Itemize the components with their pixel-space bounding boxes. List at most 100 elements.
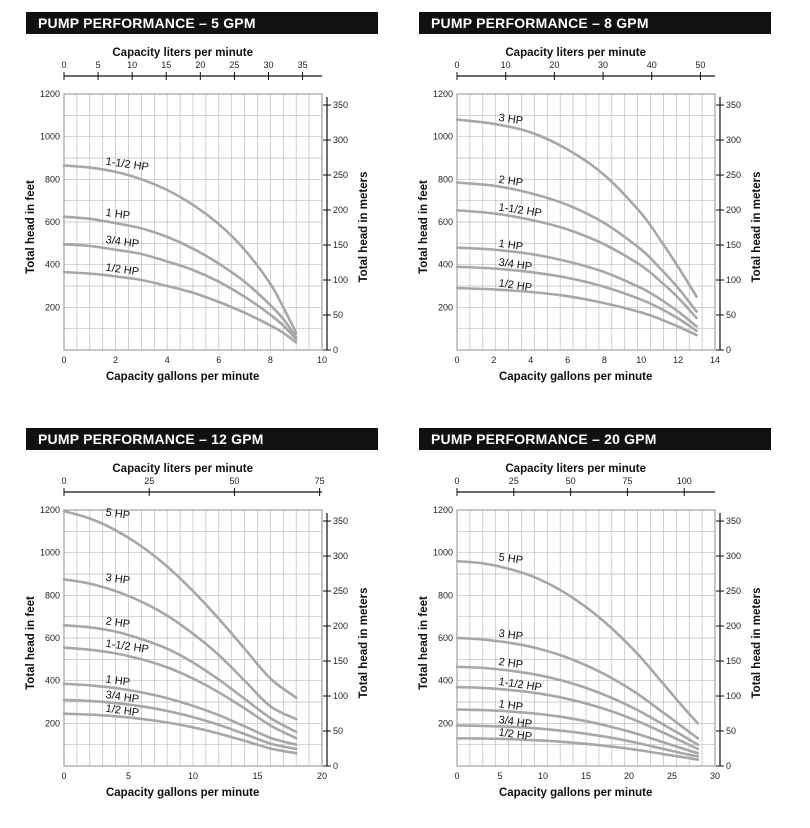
curve-3-hp [62,578,298,721]
x-tick-label: 10 [538,771,548,781]
right-tick-label: 100 [333,691,348,701]
curve-1-2-hp [62,270,298,344]
right-tick-label: 250 [726,170,741,180]
x-tick-label: 12 [673,355,683,365]
y-tick-label: 600 [45,633,60,643]
series-label: 1-1/2 HP [498,202,543,220]
x-tick-label: 0 [61,771,66,781]
curve-2-hp [62,623,298,734]
y-tick-label: 200 [45,718,60,728]
chart-panel-20gpm: PUMP PERFORMANCE – 20 GPM 0 25 50 75 100 Capa… [418,428,799,828]
right-tick-label: 300 [726,135,741,145]
top-tick-label: 75 [622,476,632,486]
x-tick-label: 30 [710,771,720,781]
series-label: 1/2 HP [105,703,140,720]
right-tick-label: 300 [726,551,741,561]
chart-title: PUMP PERFORMANCE – 12 GPM [26,428,378,450]
series-label: 1-1/2 HP [105,638,150,656]
y-tick-label: 200 [438,302,453,312]
y-tick-label: 800 [45,174,60,184]
y-tick-label: 200 [438,718,453,728]
chart-panel-8gpm: PUMP PERFORMANCE – 8 GPM 0 10 20 30 40 50 Capa… [418,12,799,412]
top-tick-label: 30 [263,60,273,70]
top-tick-label: 0 [454,60,459,70]
plot-frame [63,93,323,351]
series-label: 3 HP [105,572,131,587]
right-tick-label: 200 [333,621,348,631]
right-tick-label: 0 [726,761,731,771]
series-label: 3 HP [498,112,524,127]
y-tick-label: 1000 [40,132,60,142]
curve-1-2-hp [62,712,298,755]
top-axis-label: Capacity liters per minute [505,463,646,475]
right-tick-label: 300 [333,135,348,145]
x-tick-label: 10 [317,355,327,365]
top-tick-label: 40 [647,60,657,70]
curve-2-hp [455,181,698,313]
right-tick-label: 50 [726,726,736,736]
curve-3-4-hp [62,698,298,751]
y-tick-label: 400 [45,676,60,686]
x-tick-label: 15 [581,771,591,781]
curve-3-hp [455,636,700,740]
right-tick-label: 250 [333,170,348,180]
x-axis-label: Capacity gallons per minute [499,787,652,799]
y-tick-label: 1000 [433,548,453,558]
y-axis-label: Total head in feet [25,596,37,690]
right-axis-label: Total head in meters [358,172,370,283]
y-axis-label: Total head in feet [418,180,430,274]
y-tick-label: 1200 [433,89,453,99]
top-tick-label: 50 [695,60,705,70]
x-tick-label: 8 [268,355,273,365]
right-tick-label: 350 [726,100,741,110]
right-tick-label: 250 [726,586,741,596]
y-tick-label: 1000 [40,548,60,558]
plot-frame [63,509,323,767]
x-tick-label: 6 [565,355,570,365]
chart-12gpm: 0 25 50 75 Capacity liters per minute 0 5 10 15 2… [25,463,370,799]
x-axis-label: Capacity gallons per minute [106,371,259,383]
curve-1-1-2-hp [62,164,298,335]
top-tick-label: 50 [229,476,239,486]
y-tick-label: 400 [45,260,60,270]
top-tick-label: 5 [96,60,101,70]
series-label: 3/4 HP [105,689,140,706]
top-tick-label: 0 [61,60,66,70]
y-tick-label: 600 [438,633,453,643]
right-tick-label: 250 [333,586,348,596]
series-label: 1/2 HP [498,727,533,744]
x-tick-label: 6 [216,355,221,365]
x-tick-label: 2 [113,355,118,365]
y-tick-label: 400 [438,676,453,686]
series-label: 1 HP [105,207,131,222]
top-tick-label: 10 [127,60,137,70]
curve-5-hp [62,509,298,699]
top-tick-label: 35 [298,60,308,70]
top-tick-label: 25 [229,60,239,70]
top-axis-label: Capacity liters per minute [112,47,253,59]
series-label: 3/4 HP [105,234,140,251]
x-tick-label: 5 [497,771,502,781]
right-tick-label: 200 [726,205,741,215]
top-tick-label: 20 [195,60,205,70]
series-label: 3 HP [498,628,524,643]
right-tick-label: 150 [726,240,741,250]
x-axis-label: Capacity gallons per minute [499,371,652,383]
curve-3-4-hp [62,243,298,341]
top-tick-label: 100 [677,476,692,486]
top-axis-label: Capacity liters per minute [505,47,646,59]
curve-1-1-2-hp [455,685,700,751]
right-tick-label: 150 [333,656,348,666]
series-label: 2 HP [498,174,524,189]
plot-frame [456,93,716,351]
series-label: 5 HP [498,551,524,566]
curve-3-4-hp [455,724,700,758]
right-axis-label: Total head in meters [751,172,763,283]
right-tick-label: 200 [726,621,741,631]
curve-1-1-2-hp [455,209,698,320]
x-tick-label: 10 [188,771,198,781]
right-tick-label: 50 [333,726,343,736]
